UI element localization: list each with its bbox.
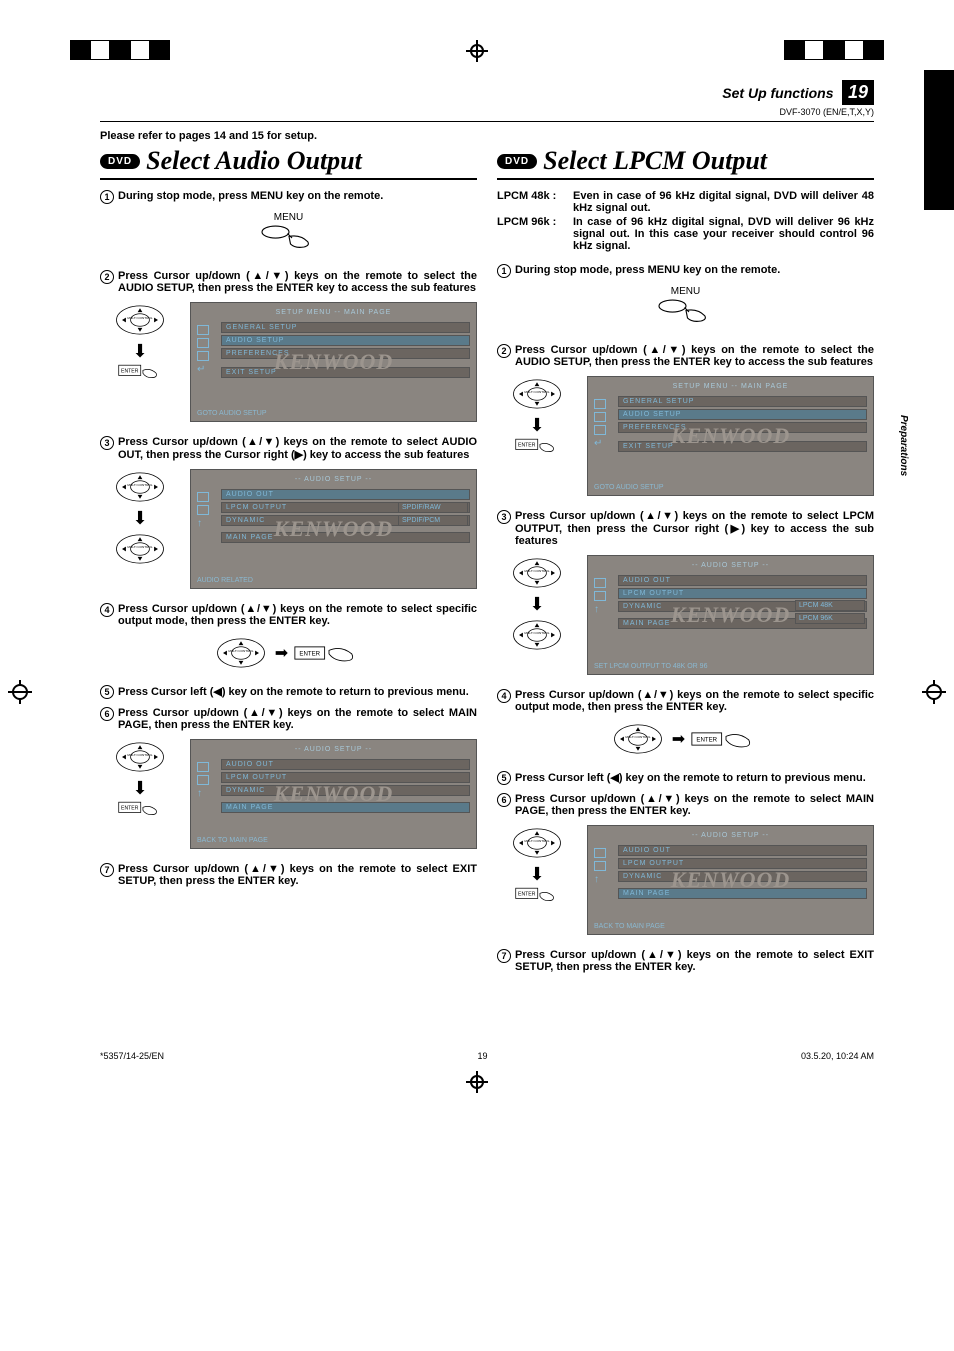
right-illus-3: MULTI CONTROL ⬇ ENTER -- AUDIO SETUP -- … (497, 825, 874, 935)
multi-control-icon: MULTI CONTROL (509, 555, 565, 591)
hand-press-icon (259, 223, 319, 253)
svg-text:MULTI CONTROL: MULTI CONTROL (228, 649, 254, 653)
multi-control-icon: MULTI CONTROL (112, 302, 168, 338)
screen-main-menu: SETUP MENU -- MAIN PAGE ↵ GENERAL SETUP … (587, 376, 874, 496)
enter-button-icon: ENTER (294, 640, 364, 666)
multi-control-icon: MULTI CONTROL (509, 617, 565, 653)
lpcm-definitions: LPCM 48k : Even in case of 96 kHz digita… (497, 190, 874, 252)
screen-lpcm-setup: -- AUDIO SETUP -- ↑ AUDIO OUT LPCM OUTPU… (587, 555, 874, 675)
footer-center: 19 (477, 1051, 487, 1061)
svg-text:MULTI CONTROL: MULTI CONTROL (127, 316, 153, 320)
multi-control-icon: MULTI CONTROL (213, 635, 269, 671)
left-illus-2: MULTI CONTROL ⬇ MULTI CONTROL -- AUDIO S… (100, 469, 477, 589)
right-step-1: 1 During stop mode, press MENU key on th… (497, 264, 874, 278)
registration-marks-top (0, 0, 954, 70)
left-illus-1: MULTI CONTROL ⬇ ENTER SETUP MENU -- MAIN… (100, 302, 477, 422)
enter-button-icon: ENTER (118, 801, 162, 821)
multi-control-icon: MULTI CONTROL (112, 739, 168, 775)
menu-button-illustration: MENU (100, 212, 477, 258)
svg-text:MULTI CONTROL: MULTI CONTROL (127, 483, 153, 487)
svg-text:MULTI CONTROL: MULTI CONTROL (524, 569, 550, 573)
right-step-2: 2 Press Cursor up/down (▲/▼) keys on the… (497, 344, 874, 368)
page-edge-tab (924, 70, 954, 210)
section-name: Set Up functions (722, 85, 833, 101)
down-arrow-icon: ⬇ (132, 509, 147, 527)
control-enter-illustration: MULTI CONTROL ➡ ENTER (497, 721, 874, 757)
right-illus-2: MULTI CONTROL ⬇ MULTI CONTROL -- AUDIO S… (497, 555, 874, 675)
svg-text:MULTI CONTROL: MULTI CONTROL (524, 631, 550, 635)
left-title: DVD Select Audio Output (100, 146, 477, 180)
right-step-3: 3 Press Cursor up/down (▲/▼) keys on the… (497, 510, 874, 547)
multi-control-icon: MULTI CONTROL (112, 469, 168, 505)
svg-text:ENTER: ENTER (300, 651, 321, 658)
right-step-4: 4 Press Cursor up/down (▲/▼) keys on the… (497, 689, 874, 713)
enter-button-icon: ENTER (118, 364, 162, 384)
svg-text:ENTER: ENTER (121, 806, 139, 812)
svg-text:MULTI CONTROL: MULTI CONTROL (524, 390, 550, 394)
left-step-3: 3 Press Cursor up/down (▲/▼) keys on the… (100, 436, 477, 461)
svg-text:ENTER: ENTER (121, 369, 139, 375)
enter-button-icon: ENTER (515, 887, 559, 907)
right-title: DVD Select LPCM Output (497, 146, 874, 180)
left-step-6: 6 Press Cursor up/down (▲/▼) keys on the… (100, 707, 477, 731)
right-illus-1: MULTI CONTROL ⬇ ENTER SETUP MENU -- MAIN… (497, 376, 874, 496)
screen-main-menu: SETUP MENU -- MAIN PAGE ↵ GENERAL SETUP … (190, 302, 477, 422)
right-step-5: 5 Press Cursor left (◀) key on the remot… (497, 771, 874, 785)
left-illus-3: MULTI CONTROL ⬇ ENTER -- AUDIO SETUP -- … (100, 739, 477, 849)
right-step-7: 7 Press Cursor up/down (▲/▼) keys on the… (497, 949, 874, 973)
svg-text:MULTI CONTROL: MULTI CONTROL (625, 735, 651, 739)
screen-audio-setup: -- AUDIO SETUP -- ↑ AUDIO OUT LPCM OUTPU… (190, 469, 477, 589)
dvd-badge-icon: DVD (100, 154, 140, 169)
down-arrow-icon: ⬇ (132, 342, 147, 360)
right-step-6: 6 Press Cursor up/down (▲/▼) keys on the… (497, 793, 874, 817)
down-arrow-icon: ⬇ (529, 416, 544, 434)
enter-button-icon: ENTER (515, 438, 559, 458)
left-step-4: 4 Press Cursor up/down (▲/▼) keys on the… (100, 603, 477, 627)
control-enter-illustration: MULTI CONTROL ➡ ENTER (100, 635, 477, 671)
left-step-2: 2 Press Cursor up/down (▲/▼) keys on the… (100, 270, 477, 294)
svg-text:MULTI CONTROL: MULTI CONTROL (524, 839, 550, 843)
footer-left: *5357/14-25/EN (100, 1051, 164, 1061)
multi-control-icon: MULTI CONTROL (112, 531, 168, 567)
screen-main-page: -- AUDIO SETUP -- ↑ AUDIO OUT LPCM OUTPU… (190, 739, 477, 849)
svg-text:ENTER: ENTER (518, 892, 536, 898)
model-code: DVF-3070 (EN/E,T,X,Y) (100, 107, 874, 117)
svg-text:MULTI CONTROL: MULTI CONTROL (127, 545, 153, 549)
side-tab-preparations: Preparations (898, 415, 909, 476)
right-arrow-icon: ➡ (275, 643, 288, 663)
multi-control-icon: MULTI CONTROL (610, 721, 666, 757)
page-footer: *5357/14-25/EN 19 03.5.20, 10:24 AM (0, 1051, 954, 1061)
refer-note: Please refer to pages 14 and 15 for setu… (100, 130, 874, 142)
left-column: DVD Select Audio Output 1 During stop mo… (100, 146, 477, 981)
down-arrow-icon: ⬇ (132, 779, 147, 797)
svg-text:ENTER: ENTER (697, 737, 718, 744)
down-arrow-icon: ⬇ (529, 595, 544, 613)
left-step-5: 5 Press Cursor left (◀) key on the remot… (100, 685, 477, 699)
right-title-text: Select LPCM Output (543, 146, 767, 176)
right-column: DVD Select LPCM Output LPCM 48k : Even i… (497, 146, 874, 981)
multi-control-icon: MULTI CONTROL (509, 376, 565, 412)
left-step-7: 7 Press Cursor up/down (▲/▼) keys on the… (100, 863, 477, 887)
left-title-text: Select Audio Output (146, 146, 362, 176)
footer-right: 03.5.20, 10:24 AM (801, 1051, 874, 1061)
menu-button-illustration: MENU (497, 286, 874, 332)
hand-press-icon (656, 297, 716, 327)
svg-text:MULTI CONTROL: MULTI CONTROL (127, 753, 153, 757)
down-arrow-icon: ⬇ (529, 865, 544, 883)
dvd-badge-icon: DVD (497, 154, 537, 169)
page-number: 19 (842, 80, 874, 105)
left-step-1: 1 During stop mode, press MENU key on th… (100, 190, 477, 204)
svg-text:ENTER: ENTER (518, 443, 536, 449)
right-arrow-icon: ➡ (672, 729, 685, 749)
page-header: Set Up functions 19 DVF-3070 (EN/E,T,X,Y… (100, 80, 874, 117)
enter-button-icon: ENTER (691, 726, 761, 752)
screen-main-page: -- AUDIO SETUP -- ↑ AUDIO OUT LPCM OUTPU… (587, 825, 874, 935)
multi-control-icon: MULTI CONTROL (509, 825, 565, 861)
